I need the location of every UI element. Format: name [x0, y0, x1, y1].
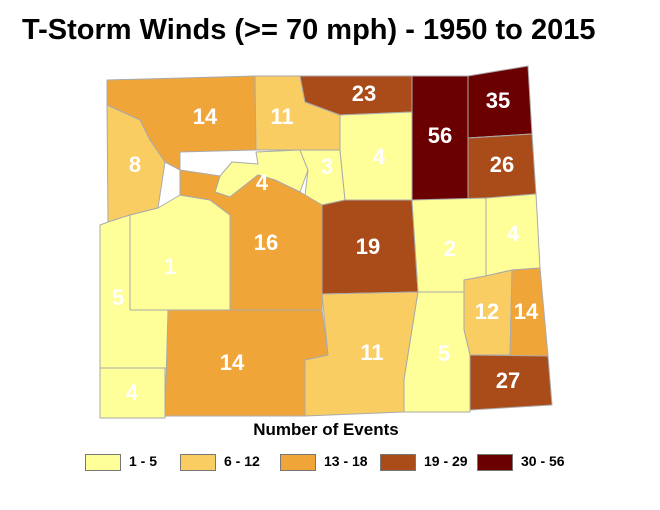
legend-label: 1 - 5: [129, 453, 158, 469]
county-count-label: 16: [254, 230, 278, 255]
county-count-label: 1: [164, 254, 176, 279]
county-count-label: 4: [373, 144, 386, 169]
county-count-label: 4: [126, 380, 139, 405]
county-count-label: 3: [321, 154, 333, 179]
county-count-label: 27: [496, 368, 520, 393]
legend-title: Number of Events: [253, 420, 399, 439]
legend-swatch: [380, 454, 416, 471]
county-count-label: 11: [360, 340, 383, 365]
legend-swatch: [180, 454, 216, 471]
legend-swatch: [477, 454, 513, 471]
county-count-label: 4: [507, 221, 520, 246]
county-count-label: 19: [356, 234, 380, 259]
map-title: T-Storm Winds (>= 70 mph) - 1950 to 2015: [22, 14, 596, 46]
county-count-label: 14: [220, 350, 245, 375]
legend-label: 30 - 56: [521, 453, 565, 469]
county-polygon: [179, 169, 323, 311]
county-count-label: 11: [270, 104, 293, 129]
county-count-label: 2: [444, 236, 456, 261]
county-count-label: 23: [352, 81, 376, 106]
legend-swatch: [280, 454, 316, 471]
county-count-label: 14: [514, 299, 539, 324]
county-count-label: 5: [112, 285, 124, 310]
county-polygon: [164, 309, 329, 417]
county-count-label: 8: [129, 152, 141, 177]
legend-label: 13 - 18: [324, 453, 368, 469]
county-polygon: [129, 194, 231, 311]
county-count-label: 56: [428, 123, 452, 148]
county-polygon: [99, 367, 166, 419]
county-count-label: 5: [438, 341, 450, 366]
legend-label: 19 - 29: [424, 453, 468, 469]
county-polygon: [469, 354, 553, 411]
county-count-label: 12: [475, 299, 499, 324]
legend-swatch: [85, 454, 121, 471]
county-count-label: 35: [486, 88, 510, 113]
county-count-label: 4: [256, 170, 269, 195]
county-count-label: 26: [490, 152, 514, 177]
legend-label: 6 - 12: [224, 453, 260, 469]
county-count-label: 14: [193, 104, 218, 129]
